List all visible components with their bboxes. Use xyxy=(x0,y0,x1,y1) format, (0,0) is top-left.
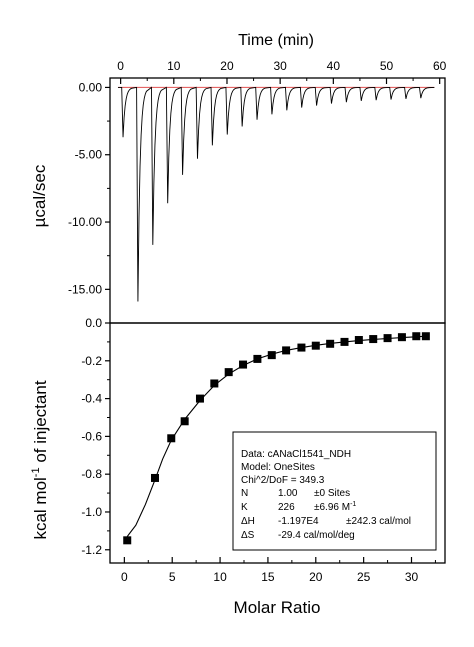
param-error-k: ±6.96 M-1 xyxy=(314,501,356,513)
bottom-axes-frame xyxy=(109,322,446,564)
top-panel: Time (min) µcal/sec 0 10 20 30 40 50 60 0.00 -5.… xyxy=(30,32,447,324)
bottom-y-tick-label: -0.4 xyxy=(81,392,102,406)
data-point xyxy=(123,536,132,545)
top-x-tick-label: 20 xyxy=(220,59,234,73)
fit-box-frame xyxy=(232,431,437,551)
fit-chi-line: Chi^2/DoF = 349.3 xyxy=(241,475,325,486)
data-point xyxy=(354,336,363,345)
data-point xyxy=(224,368,233,377)
fit-parameter-box: Data: cANaCl1541_NDH Model: OneSites Chi… xyxy=(232,431,437,551)
param-name-k: K xyxy=(241,502,248,513)
data-point xyxy=(253,354,262,363)
param-error-dh: ±242.3 cal/mol xyxy=(346,516,411,527)
top-x-tick-label: 60 xyxy=(433,59,447,73)
top-x-tick-label: 30 xyxy=(273,59,287,73)
bottom-y-tick-label: -1.2 xyxy=(81,543,102,557)
top-y-axis-title: µcal/sec xyxy=(30,164,49,227)
bottom-x-tick-label: 10 xyxy=(213,570,227,584)
bottom-y-tick-label: -1.0 xyxy=(81,505,102,519)
data-point xyxy=(421,332,430,341)
ylabel-superscript: -1 xyxy=(30,467,42,477)
bottom-x-tick-label: 25 xyxy=(357,570,371,584)
data-point xyxy=(282,346,291,355)
param-value-ds: -29.4 cal/mol/deg xyxy=(278,530,355,541)
bottom-x-tick-label: 15 xyxy=(261,570,275,584)
top-y-tick-label: -15.00 xyxy=(68,282,102,296)
param-value-k: 226 xyxy=(278,502,295,513)
top-x-tick-label: 40 xyxy=(327,59,341,73)
data-point xyxy=(383,334,392,343)
bottom-x-tick-label: 20 xyxy=(309,570,323,584)
top-y-tick-label: -10.00 xyxy=(68,215,102,229)
data-point xyxy=(311,341,320,350)
data-point xyxy=(267,351,276,360)
data-point xyxy=(167,434,176,443)
fit-model-line: Model: OneSites xyxy=(241,462,315,473)
top-axis-ticks: 0 10 20 30 40 50 60 0.00 -5.00 -10.00 -15.00 xyxy=(68,59,447,296)
bottom-y-tick-label: -0.8 xyxy=(81,467,102,481)
bottom-y-tick-label: 0.0 xyxy=(85,316,102,330)
bottom-x-tick-label: 30 xyxy=(405,570,419,584)
thermogram-trace xyxy=(117,86,435,302)
param-name-dh: ΔH xyxy=(241,516,255,527)
top-x-axis-title: Time (min) xyxy=(238,32,314,49)
top-x-tick-label: 50 xyxy=(380,59,394,73)
data-point xyxy=(180,417,189,426)
param-name-ds: ΔS xyxy=(241,530,255,541)
bottom-panel: kcal mol-1 of injectant Molar Ratio 0 5 10… xyxy=(30,316,446,617)
top-plot-area xyxy=(117,86,435,302)
data-point xyxy=(150,473,159,482)
ylabel-tail: of injectant xyxy=(31,380,50,467)
param-name-n: N xyxy=(241,488,248,499)
top-x-tick-label: 10 xyxy=(167,59,181,73)
data-point xyxy=(369,335,378,344)
bottom-x-tick-label: 0 xyxy=(121,570,128,584)
bottom-axis-ticks: 0 5 10 15 20 25 30 0.0 -0.2 -0.4 -0.6 -0.8 -1.0 -1.2 xyxy=(81,316,436,584)
bottom-y-tick-label: -0.6 xyxy=(81,429,102,443)
data-point xyxy=(239,360,248,369)
param-value-dh: -1.197E4 xyxy=(278,516,319,527)
data-point xyxy=(326,339,335,348)
top-x-tick-label: 0 xyxy=(117,59,124,73)
top-y-tick-label: -5.00 xyxy=(75,148,103,162)
param-value-n: 1.00 xyxy=(278,488,298,499)
top-y-tick-label: 0.00 xyxy=(79,80,103,94)
param-error-n: ±0 Sites xyxy=(314,488,350,499)
bottom-y-tick-label: -0.2 xyxy=(81,354,102,368)
bottom-y-axis-title: kcal mol-1 of injectant xyxy=(30,380,50,539)
bottom-x-axis-title: Molar Ratio xyxy=(234,598,321,617)
data-point xyxy=(297,343,306,352)
data-point xyxy=(210,379,219,388)
data-point xyxy=(412,332,421,341)
data-point xyxy=(195,394,204,403)
fit-data-line: Data: cANaCl1541_NDH xyxy=(241,449,351,460)
bottom-plot-area xyxy=(123,332,430,545)
bottom-x-tick-label: 5 xyxy=(169,570,176,584)
data-point xyxy=(397,333,406,342)
data-point xyxy=(340,337,349,346)
top-axes-frame xyxy=(109,77,446,324)
